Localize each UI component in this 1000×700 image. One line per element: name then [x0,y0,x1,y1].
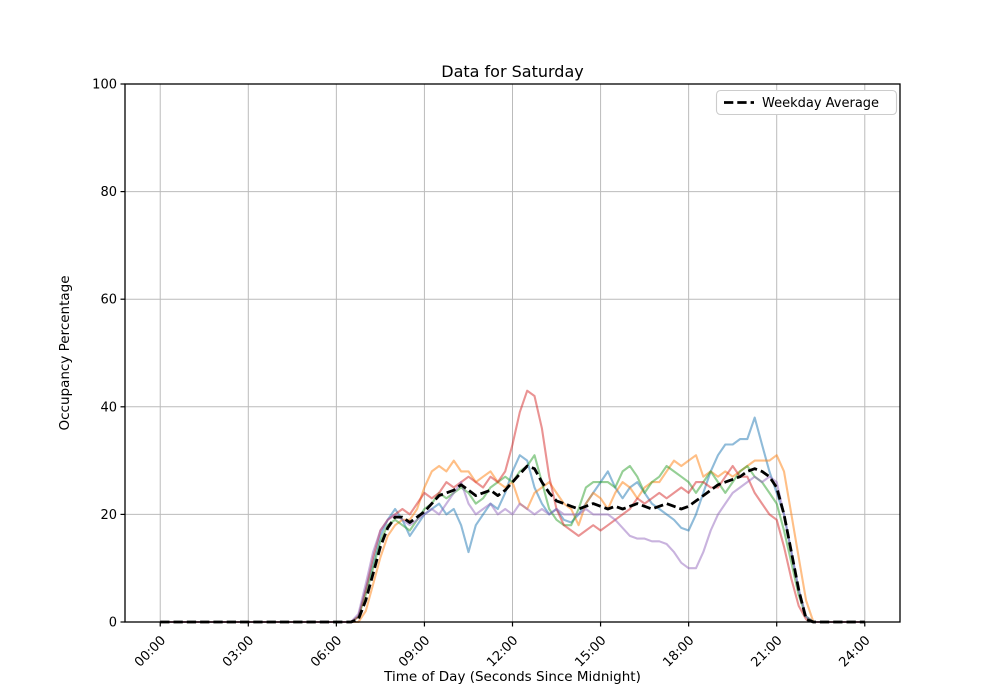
x-tick-label: 18:00 [660,633,697,670]
y-axis-label: Occupancy Percentage [57,275,73,430]
y-tick-label: 60 [100,293,117,308]
x-tick-label: 12:00 [484,633,521,670]
y-tick-label: 0 [109,616,117,631]
x-axis-ticks: 00:00 03:00 06:00 09:00 12:00 15:00 18:00 21:00… [132,622,874,670]
x-tick-label: 15:00 [572,633,609,670]
x-tick-label: 03:00 [220,633,257,670]
chart-title: Data for Saturday [441,62,583,81]
x-tick-label: 21:00 [748,633,785,670]
y-axis-ticks: 0 20 40 60 80 100 [92,78,125,631]
legend: Weekday Average [715,89,898,116]
x-axis-label: Time of Day (Seconds Since Midnight) [383,669,641,685]
x-tick-label: 06:00 [308,633,345,670]
y-tick-label: 100 [92,78,117,93]
x-tick-label: 09:00 [396,633,433,670]
grid-lines [125,83,900,623]
y-tick-label: 20 [100,508,117,523]
legend-label: Weekday Average [762,96,879,111]
y-tick-label: 40 [100,400,117,415]
x-tick-label: 00:00 [132,633,169,670]
y-tick-label: 80 [100,185,117,200]
x-tick-label: 24:00 [837,633,874,670]
legend-box [715,89,898,116]
